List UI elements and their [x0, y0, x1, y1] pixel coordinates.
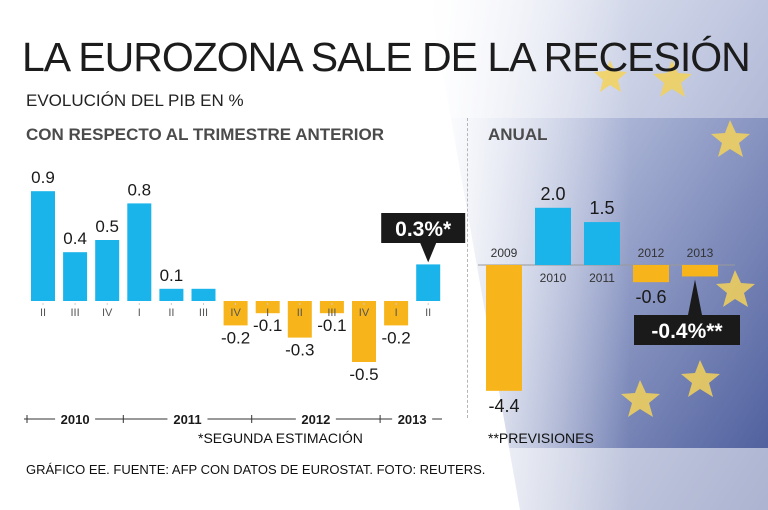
annual-bar — [535, 207, 571, 265]
annual-bar — [682, 265, 718, 277]
quarter-tick-label: II — [297, 307, 303, 319]
quarter-tick-label: I — [266, 307, 269, 319]
annual-year-label: 2009 — [491, 246, 518, 260]
quarterly-bar — [319, 301, 344, 314]
quarterly-value-label: 0.9 — [31, 168, 55, 187]
annual-year-label: 2013 — [687, 246, 714, 260]
year-label: 2012 — [301, 412, 330, 427]
section-divider — [467, 118, 468, 418]
year-label: 2013 — [398, 412, 427, 427]
annual-year-label: 2011 — [589, 271, 615, 285]
quarter-tick-label: II — [425, 307, 431, 319]
quarterly-value-label: 0.5 — [95, 217, 119, 236]
quarter-tick-label: II — [40, 307, 46, 319]
quarter-tick-label: III — [71, 307, 80, 319]
quarterly-value-label: 0.1 — [160, 266, 184, 285]
year-label-bg — [295, 411, 336, 427]
annual-callout-pointer — [688, 279, 702, 315]
subtitle: EVOLUCIÓN DEL PIB EN % — [26, 91, 244, 110]
quarter-tick-label: I — [138, 307, 141, 319]
quarter-tick-label: II — [168, 307, 174, 319]
quarterly-bar — [31, 191, 55, 301]
quarter-tick-label: I — [395, 307, 398, 319]
annual-year-label: 2010 — [540, 271, 567, 285]
annual-value-label: 1.5 — [589, 198, 614, 218]
annual-bar — [584, 222, 620, 265]
quarterly-bar — [191, 288, 216, 301]
quarterly-value-label: 0.4 — [63, 229, 87, 248]
quarterly-callout-pointer — [420, 243, 437, 263]
quarterly-bar — [63, 252, 88, 301]
source-credit: GRÁFICO EE. FUENTE: AFP CON DATOS DE EUR… — [26, 462, 486, 477]
quarterly-bar — [416, 264, 441, 301]
quarterly-bar — [287, 301, 312, 338]
annual-callout-box — [634, 315, 740, 345]
quarterly-value-label: -0.2 — [221, 328, 250, 347]
quarterly-value-label: -0.3 — [285, 341, 314, 360]
page-title: LA EUROZONA SALE DE LA RECESIÓN — [22, 34, 751, 80]
annual-heading: ANUAL — [488, 125, 548, 144]
annual-bar — [486, 265, 522, 391]
annual-value-label: 2.0 — [540, 184, 565, 204]
quarterly-value-label: -0.1 — [253, 316, 282, 335]
year-label-bg — [55, 411, 96, 427]
quarterly-bar — [159, 288, 184, 301]
quarterly-value-label: -0.2 — [381, 328, 410, 347]
quarterly-bar — [95, 240, 120, 301]
quarterly-callout-box — [381, 213, 466, 243]
quarter-tick-label: III — [327, 307, 336, 319]
quarterly-value-label: -0.1 — [317, 316, 346, 335]
annual-footnote: **PREVISIONES — [488, 430, 594, 446]
quarterly-callout-text: 0.3%* — [395, 218, 452, 241]
annual-bar — [633, 265, 669, 283]
quarterly-value-label: -0.5 — [349, 365, 378, 384]
year-label: 2010 — [61, 412, 90, 427]
quarter-tick-label: IV — [102, 307, 113, 319]
annual-value-label: -4.4 — [488, 396, 519, 416]
quarterly-bar — [127, 203, 152, 301]
annual-value-label: -0.6 — [635, 287, 666, 307]
quarter-tick-label: III — [199, 307, 208, 319]
annual-year-label: 2012 — [638, 246, 665, 260]
quarterly-bar — [223, 301, 248, 326]
quarterly-bar — [352, 301, 376, 362]
year-label-bg — [392, 411, 433, 427]
year-label: 2011 — [173, 412, 201, 427]
quarterly-bar — [255, 301, 280, 314]
annual-callout-text: -0.4%** — [651, 320, 723, 343]
quarterly-bar — [384, 301, 409, 326]
quarter-tick-label: IV — [359, 307, 370, 319]
quarterly-heading: CON RESPECTO AL TRIMESTRE ANTERIOR — [26, 125, 384, 144]
quarterly-footnote: *SEGUNDA ESTIMACIÓN — [198, 430, 363, 446]
quarterly-value-label: 0.8 — [127, 180, 151, 199]
year-label-bg — [167, 411, 208, 427]
quarter-tick-label: IV — [230, 307, 241, 319]
